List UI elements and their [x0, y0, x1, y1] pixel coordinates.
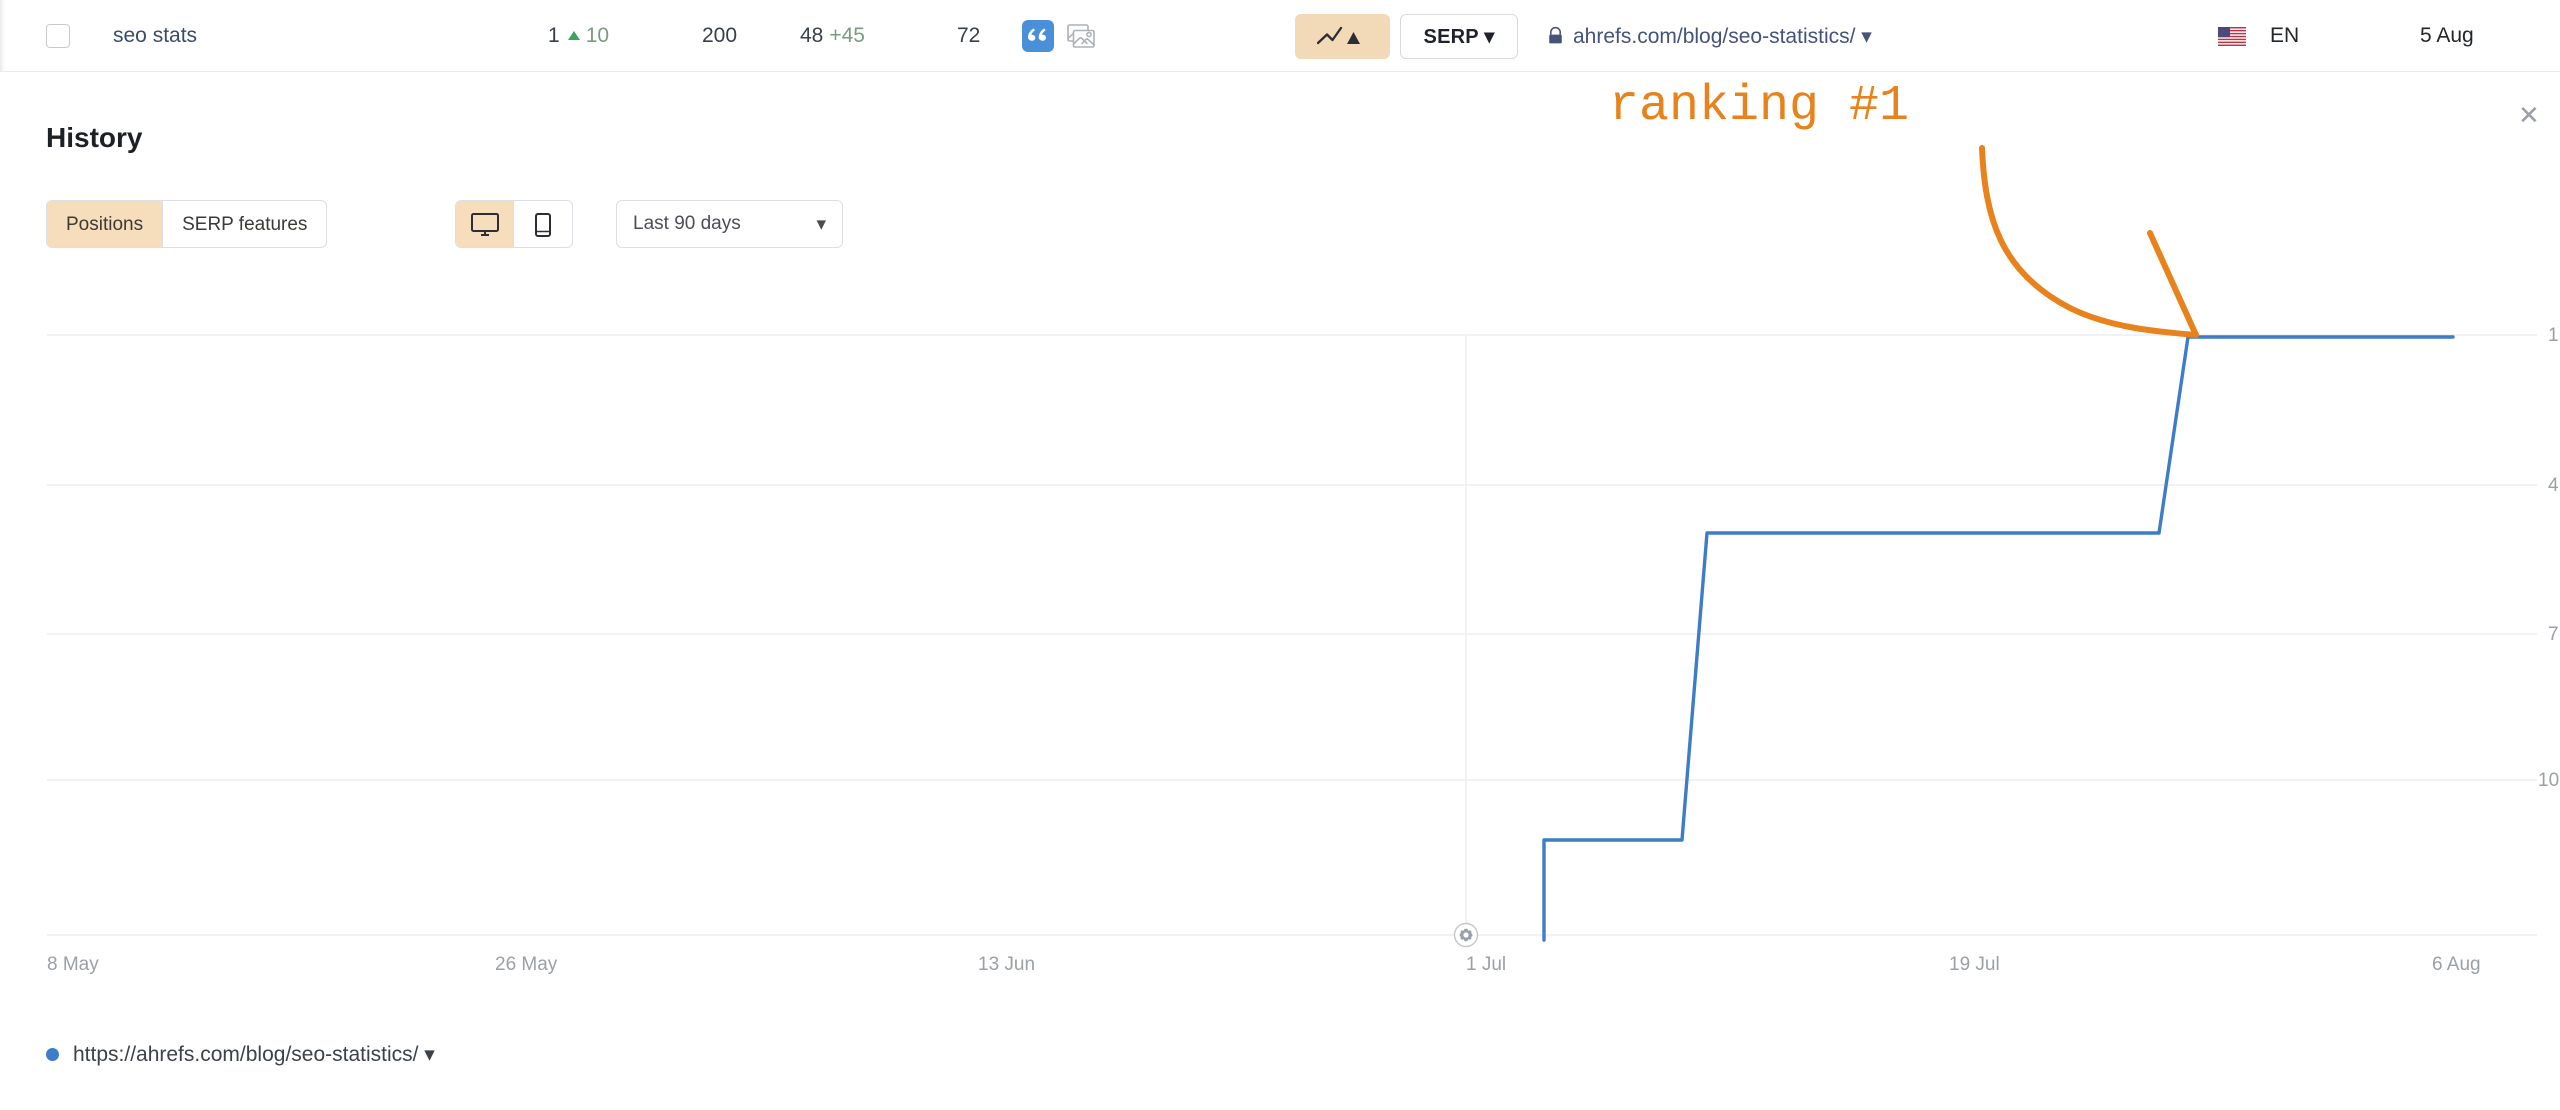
svg-text:13 Jun: 13 Jun: [978, 954, 1035, 975]
svg-text:26 May: 26 May: [495, 954, 558, 975]
svg-text:19 Jul: 19 Jul: [1949, 954, 2000, 975]
svg-text:8 May: 8 May: [47, 954, 99, 975]
svg-text:1 Jul: 1 Jul: [1466, 954, 1506, 975]
svg-text:10: 10: [2538, 770, 2559, 791]
svg-text:6 Aug: 6 Aug: [2432, 954, 2481, 975]
svg-text:7: 7: [2548, 624, 2559, 645]
svg-text:4: 4: [2548, 475, 2559, 496]
